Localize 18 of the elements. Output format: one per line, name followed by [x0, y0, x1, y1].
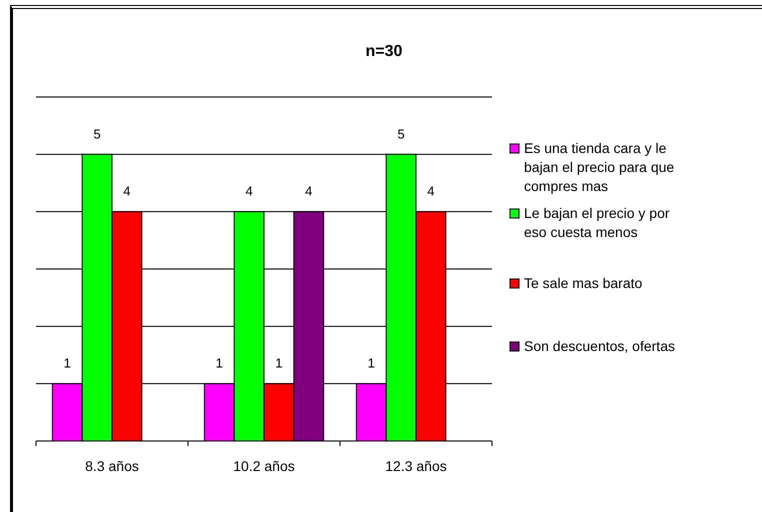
- legend-label: Te sale mas barato: [524, 275, 642, 291]
- data-label: 1: [64, 356, 71, 371]
- data-label: 1: [275, 356, 283, 371]
- x-tick-label: 10.2 años: [233, 458, 295, 474]
- data-label: 4: [305, 184, 312, 199]
- data-label: 1: [216, 356, 223, 371]
- data-label: 5: [93, 126, 101, 142]
- legend-label: Es una tienda cara y le bajan el precio para que compres mas: [524, 140, 674, 194]
- data-label: 4: [427, 184, 435, 199]
- x-tick-label: 12.3 años: [385, 458, 447, 474]
- data-label: 1: [368, 356, 375, 371]
- legend-label: Le bajan el precio y por eso cuesta menos: [524, 205, 670, 240]
- data-label: 5: [397, 126, 405, 142]
- legend-label: Son descuentos, ofertas: [524, 338, 675, 354]
- x-tick-label: 8.3 años: [85, 458, 139, 474]
- chart-title: n=30: [366, 43, 403, 60]
- data-label: 4: [123, 184, 131, 199]
- data-label: 4: [245, 184, 253, 199]
